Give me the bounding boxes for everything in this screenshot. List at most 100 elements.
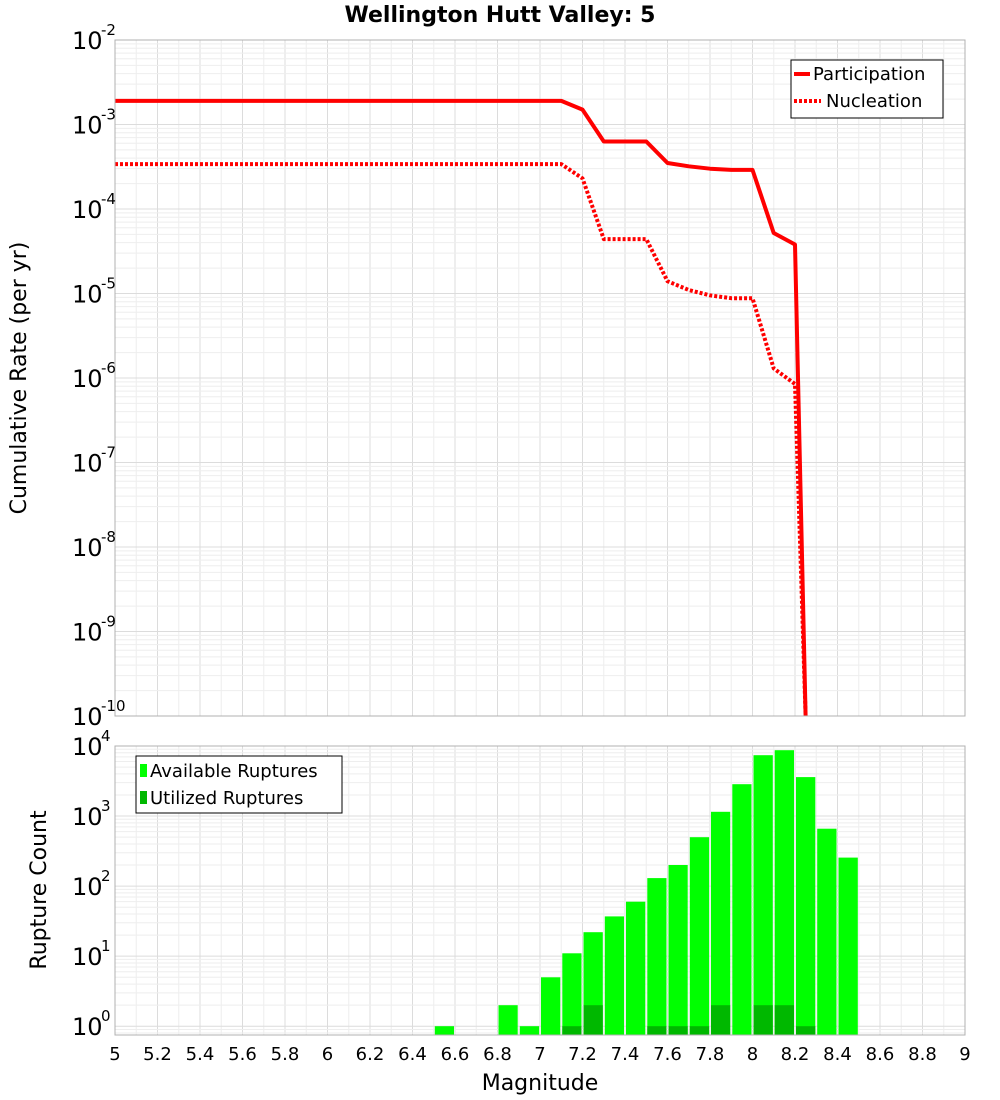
top-y-tick-exponent: -2 [101, 21, 116, 39]
utilized-ruptures-bar [668, 1026, 688, 1035]
bottom-legend-box [135, 755, 343, 814]
top-y-tick-exponent: -10 [101, 697, 126, 715]
available-ruptures-bar [711, 811, 731, 1035]
available-ruptures-bar [796, 777, 816, 1035]
x-tick-label: 7.8 [696, 1044, 725, 1065]
x-tick-label: 5.4 [186, 1044, 215, 1065]
x-tick-label: 6.6 [441, 1044, 470, 1065]
top-y-tick-exponent: -9 [101, 613, 116, 631]
available-ruptures-bar [562, 953, 582, 1035]
top-y-tick-label: 10 [72, 281, 103, 309]
top-plot-lines [115, 98, 808, 717]
bottom-y-axis-label: Rupture Count [27, 810, 52, 970]
utilized-ruptures-bar [647, 1026, 667, 1035]
x-tick-label: 7.4 [611, 1044, 640, 1065]
legend-nucleation-label: Nucleation [826, 91, 922, 112]
available-ruptures-bar [732, 784, 752, 1035]
bottom-y-tick-exponent: 2 [101, 867, 111, 885]
legend-utilized-label: Utilized Ruptures [150, 788, 303, 809]
top-y-tick-label: 10 [72, 112, 103, 140]
top-legend-box [790, 59, 944, 119]
x-tick-label: 7.6 [653, 1044, 682, 1065]
available-ruptures-bar [519, 1026, 540, 1035]
bottom-plot-frame [114, 745, 966, 1036]
utilized-ruptures-bar [774, 1005, 794, 1035]
top-legend: Participation Nucleation [790, 59, 944, 119]
available-ruptures-bar [626, 901, 646, 1035]
top-y-tick-exponent: -7 [101, 444, 116, 462]
x-tick-label: 6.4 [398, 1044, 427, 1065]
top-plot-frame [114, 39, 966, 717]
utilized-ruptures-bar [562, 1026, 582, 1035]
chart-title: Wellington Hutt Valley: 5 [345, 3, 656, 28]
utilized-ruptures-bar [753, 1005, 773, 1035]
bottom-y-tick-label: 10 [72, 803, 103, 831]
available-ruptures-bar [753, 755, 773, 1035]
available-ruptures-bar [689, 837, 710, 1035]
x-tick-label: 7.2 [568, 1044, 597, 1065]
top-y-tick-label: 10 [72, 196, 103, 224]
bottom-y-tick-label: 10 [72, 873, 103, 901]
top-y-tick-labels: 10-210-310-410-510-610-710-810-910-10 [72, 21, 126, 731]
x-tick-label: 5.2 [143, 1044, 172, 1065]
utilized-ruptures-bar [711, 1005, 731, 1035]
x-tick-label: 5 [109, 1044, 120, 1065]
x-tick-label: 8.8 [908, 1044, 937, 1065]
available-ruptures-bar [604, 916, 624, 1035]
legend-available-label: Available Ruptures [150, 761, 318, 782]
legend-utilized-swatch [140, 791, 147, 804]
x-axis-label: Magnitude [482, 1071, 599, 1096]
top-y-tick-exponent: -6 [101, 359, 116, 377]
bottom-y-tick-exponent: 0 [101, 1007, 111, 1025]
available-ruptures-bar [668, 865, 688, 1035]
top-y-tick-label: 10 [72, 619, 103, 647]
utilized-ruptures-bar [689, 1026, 710, 1035]
x-tick-label: 6.8 [483, 1044, 512, 1065]
utilized-ruptures-bar [583, 1005, 603, 1035]
legend-participation-label: Participation [813, 64, 925, 85]
bottom-y-tick-exponent: 1 [101, 937, 111, 955]
top-y-tick-exponent: -5 [101, 275, 116, 293]
nucleation-line [115, 162, 808, 717]
bottom-y-tick-exponent: 3 [101, 797, 111, 815]
top-y-tick-exponent: -8 [101, 528, 116, 546]
available-ruptures-bar [434, 1026, 454, 1035]
x-tick-label: 7 [534, 1044, 545, 1065]
top-y-tick-exponent: -4 [101, 190, 116, 208]
bottom-y-tick-label: 10 [72, 1013, 103, 1041]
legend-available-swatch [140, 764, 147, 777]
x-tick-label: 6 [322, 1044, 333, 1065]
bottom-y-tick-exponent: 4 [101, 727, 111, 745]
top-y-tick-exponent: -3 [101, 106, 116, 124]
available-ruptures-bar [647, 878, 667, 1035]
utilized-ruptures-bar [796, 1026, 816, 1035]
x-tick-labels: 5 5.2 5.4 5.6 5.8 6 6.2 6.4 6.6 6.8 7 7.2 7.4 7.6 7.8 8… [109, 1044, 970, 1065]
available-ruptures-bar [817, 828, 837, 1035]
available-ruptures-bar [838, 857, 858, 1035]
bottom-legend: Available Ruptures Utilized Ruptures [135, 755, 343, 814]
x-tick-label: 8.2 [781, 1044, 810, 1065]
x-tick-label: 5.6 [228, 1044, 257, 1065]
participation-line [115, 98, 808, 717]
top-y-tick-label: 10 [72, 703, 103, 731]
top-y-axis-label: Cumulative Rate (per yr) [7, 242, 32, 515]
top-grid [114, 40, 966, 717]
x-tick-label: 8 [747, 1044, 758, 1065]
available-ruptures-bar [774, 750, 794, 1035]
bottom-y-tick-label: 10 [72, 943, 103, 971]
x-tick-label: 8.4 [823, 1044, 852, 1065]
x-tick-label: 9 [959, 1044, 970, 1065]
bottom-y-tick-label: 10 [72, 733, 103, 761]
top-y-tick-label: 10 [72, 27, 103, 55]
available-ruptures-bar [541, 977, 561, 1035]
bottom-bars [434, 750, 858, 1035]
top-y-tick-label: 10 [72, 365, 103, 393]
top-y-tick-label: 10 [72, 450, 103, 478]
x-tick-label: 6.2 [356, 1044, 385, 1065]
x-tick-label: 8.6 [866, 1044, 895, 1065]
top-y-tick-label: 10 [72, 534, 103, 562]
available-ruptures-bar [498, 1005, 518, 1035]
